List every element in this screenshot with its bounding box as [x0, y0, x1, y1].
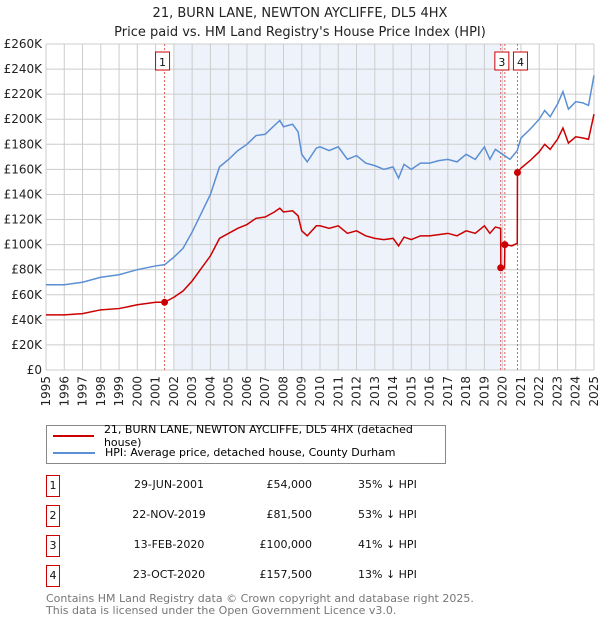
y-tick-label: £220K [4, 87, 44, 101]
y-tick-label: £60K [11, 288, 43, 302]
sale-date: 22-NOV-2019 [132, 508, 206, 521]
x-tick-label: 2003 [185, 376, 199, 407]
x-tick-label: 1999 [112, 376, 126, 407]
legend: 21, BURN LANE, NEWTON AYCLIFFE, DL5 4HX … [46, 422, 446, 464]
x-tick-label: 2017 [441, 376, 455, 407]
y-tick-label: £120K [4, 213, 44, 227]
sale-point [501, 241, 509, 249]
x-tick-label: 2019 [477, 376, 491, 407]
sale-row: 2 22-NOV-2019 £81,500 53% ↓ HPI [46, 505, 466, 527]
y-tick-label: £240K [4, 62, 44, 76]
sale-date: 13-FEB-2020 [133, 538, 205, 551]
sale-point [161, 298, 169, 306]
sale-price: £81,500 [266, 508, 313, 521]
x-tick-label: 2011 [331, 376, 345, 407]
y-tick-label: £80K [11, 263, 43, 277]
sale-hpi-diff: 35% ↓ HPI [358, 478, 417, 491]
legend-swatch-hpi [53, 451, 95, 454]
x-tick-label: 2007 [258, 376, 272, 407]
x-tick-label: 2001 [149, 376, 163, 407]
sale-number: 4 [46, 565, 60, 587]
y-tick-label: £0 [27, 363, 42, 377]
y-tick-label: £20K [11, 338, 43, 352]
sale-number: 3 [46, 535, 60, 557]
sale-date: 23-OCT-2020 [132, 568, 206, 581]
plot-area: £0 £20K £40K £60K £80K £100K £120K £140K £160K £1… [4, 37, 600, 407]
x-tick-label: 1996 [57, 376, 71, 407]
x-tick-label: 2023 [550, 376, 564, 407]
sale-row: 1 29-JUN-2001 £54,000 35% ↓ HPI [46, 475, 466, 497]
sale-hpi-diff: 53% ↓ HPI [358, 508, 417, 521]
x-tick-label: 2016 [423, 376, 437, 407]
x-tick-label: 2008 [276, 376, 290, 407]
x-tick-label: 2004 [203, 376, 217, 407]
sale-point [513, 169, 521, 177]
property-price-line [46, 114, 595, 316]
sale-marker-box [512, 51, 528, 71]
y-tick-label: £100K [4, 238, 44, 252]
sale-row: 3 13-FEB-2020 £100,000 41% ↓ HPI [46, 535, 466, 557]
x-tick-label: 2009 [295, 376, 309, 407]
y-tick-label: £200K [4, 112, 44, 126]
chart-subtitle: Price paid vs. HM Land Registry's House … [114, 25, 486, 40]
y-tick-label: £260K [4, 37, 44, 51]
legend-label-hpi: HPI: Average price, detached house, Coun… [105, 446, 396, 459]
y-tick-label: £160K [4, 162, 44, 176]
sale-price: £100,000 [259, 538, 313, 551]
legend-swatch-property [53, 434, 94, 437]
sale-date: 29-JUN-2001 [133, 478, 205, 491]
x-tick-label: 2005 [222, 376, 236, 407]
sale-marker-label: 1 [159, 56, 166, 69]
x-tick-label: 2013 [368, 376, 382, 407]
x-tick-label: 2024 [569, 376, 583, 407]
x-tick-label: 2012 [350, 376, 364, 407]
x-tick-label: 2006 [240, 376, 254, 407]
sale-row: 4 23-OCT-2020 £157,500 13% ↓ HPI [46, 565, 466, 587]
x-tick-label: 1997 [76, 376, 90, 407]
sale-hpi-diff: 13% ↓ HPI [358, 568, 417, 581]
x-tick-label: 2022 [532, 376, 546, 407]
chart-title: 21, BURN LANE, NEWTON AYCLIFFE, DL5 4HX [152, 6, 448, 21]
legend-label-property: 21, BURN LANE, NEWTON AYCLIFFE, DL5 4HX … [103, 422, 413, 449]
sale-marker-label: 4 [517, 56, 524, 69]
y-tick-label: £140K [4, 187, 44, 201]
x-tick-label: 2021 [514, 376, 528, 407]
x-tick-label: 2015 [404, 376, 418, 407]
x-tick-label: 2025 [587, 376, 600, 407]
y-tick-label: £180K [4, 137, 44, 151]
x-tick-label: 2000 [130, 376, 144, 407]
sale-marker-box [494, 51, 510, 71]
sale-number: 1 [46, 475, 60, 497]
sale-marker-label: 3 [498, 56, 505, 69]
sale-price: £157,500 [259, 568, 313, 581]
x-tick-label: 2018 [459, 376, 473, 407]
sale-number: 2 [46, 505, 60, 527]
x-tick-label: 2010 [313, 376, 327, 407]
x-tick-label: 1995 [39, 376, 53, 407]
sale-point [497, 264, 505, 272]
sale-marker-box [155, 51, 171, 71]
sale-hpi-diff: 41% ↓ HPI [358, 538, 417, 551]
footer-line1: Contains HM Land Registry data © Crown c… [46, 592, 474, 605]
hpi-line [46, 75, 595, 286]
x-tick-label: 2020 [496, 376, 510, 407]
footer-line2: This data is licensed under the Open Gov… [46, 604, 397, 617]
sale-price: £54,000 [266, 478, 313, 491]
y-tick-label: £40K [11, 313, 43, 327]
x-tick-label: 2014 [386, 376, 400, 407]
x-tick-label: 1998 [94, 376, 108, 407]
x-tick-label: 2002 [167, 376, 181, 407]
